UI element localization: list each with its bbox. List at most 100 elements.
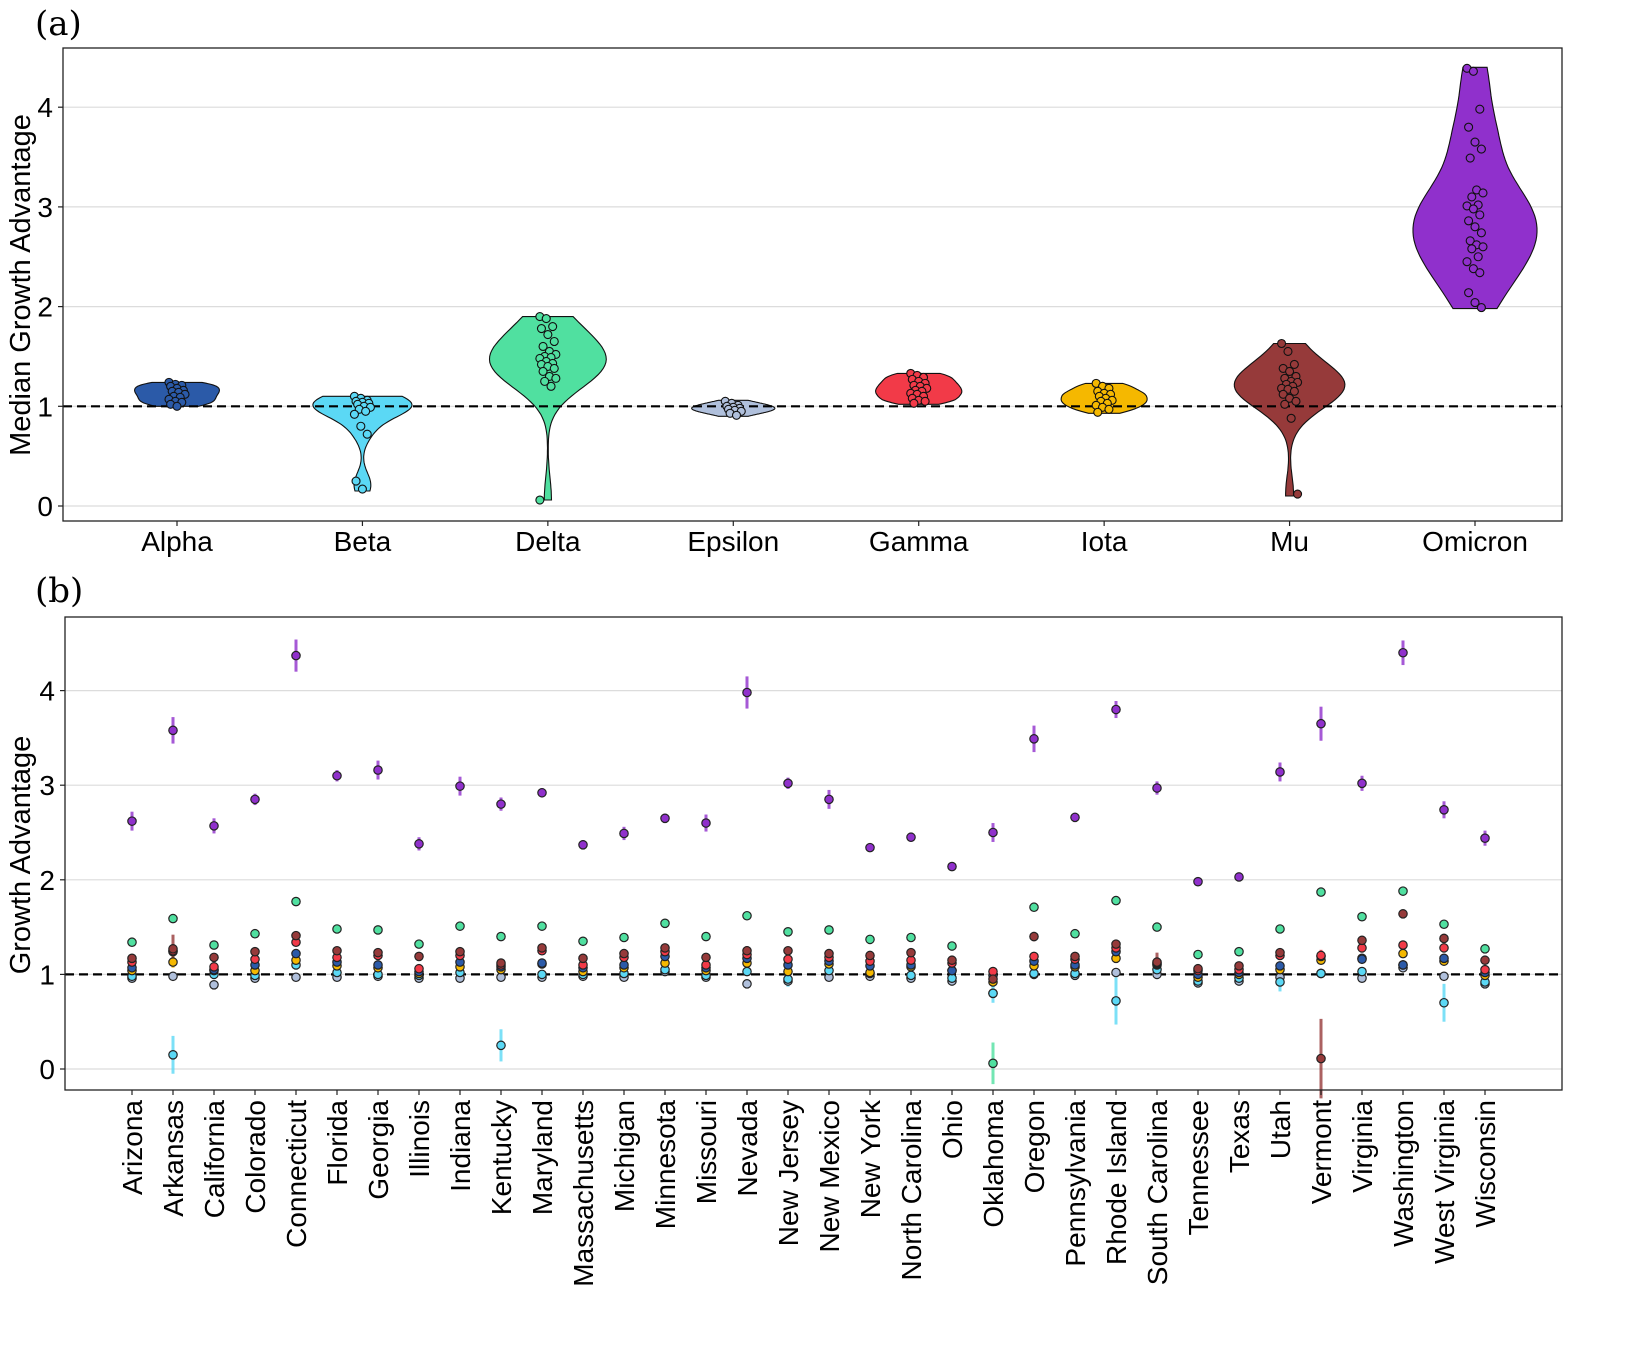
x-tick-label: Mu (1270, 526, 1309, 557)
point-delta (742, 910, 752, 921)
point-mu (742, 945, 752, 956)
point-mu (1234, 961, 1244, 971)
point-epsilon (731, 410, 742, 420)
point-omicron (1468, 264, 1478, 274)
x-tick-label: New York (855, 1099, 886, 1218)
point-beta (1439, 997, 1449, 1008)
x-tick-label: Minnesota (650, 1100, 681, 1230)
y-tick-label: 4 (37, 92, 53, 123)
point-omicron (1476, 303, 1486, 313)
point-delta (988, 1058, 998, 1069)
point-delta (1316, 887, 1326, 897)
point-delta (1111, 895, 1121, 906)
point-delta (701, 931, 711, 942)
point-mu (1277, 338, 1287, 349)
point-omicron (1464, 216, 1474, 226)
point-omicron (537, 787, 547, 798)
x-tick-label: Oregon (1019, 1100, 1050, 1193)
y-tick-label: 2 (39, 865, 55, 896)
point-gamma (1029, 951, 1039, 962)
point-omicron (1357, 778, 1367, 789)
y-tick-label: 1 (39, 959, 55, 990)
point-omicron (1468, 66, 1478, 76)
point-mu (578, 953, 588, 964)
x-tick-label: New Mexico (814, 1100, 845, 1252)
point-delta (1152, 922, 1162, 932)
point-gamma (909, 398, 919, 408)
point-beta (988, 988, 998, 999)
x-tick-label: Texas (1224, 1100, 1255, 1173)
point-omicron (1480, 833, 1490, 843)
point-mu (1286, 413, 1296, 423)
panel-a-y-ticks: 0 1 2 3 4 (37, 92, 63, 522)
point-iota (1104, 404, 1114, 414)
point-beta (356, 421, 366, 431)
point-mu (496, 958, 506, 968)
point-mu (127, 953, 137, 964)
x-tick-label: Epsilon (687, 526, 779, 557)
point-alpha (291, 948, 301, 959)
point-beta (1111, 996, 1121, 1006)
point-epsilon (742, 979, 752, 989)
point-mu (168, 944, 178, 954)
violin-delta (488, 316, 607, 501)
point-omicron (1478, 242, 1488, 252)
point-mu (865, 950, 875, 961)
point-delta (546, 381, 556, 391)
point-alpha (1439, 953, 1449, 964)
point-omicron (1111, 704, 1121, 715)
point-delta (548, 321, 558, 332)
x-tick-label: Missouri (691, 1100, 722, 1204)
point-delta (549, 336, 559, 347)
point-delta (660, 918, 670, 929)
x-tick-label: Oklahoma (978, 1100, 1009, 1228)
point-delta (209, 940, 219, 950)
point-mu (209, 952, 219, 963)
point-mu (1357, 935, 1367, 946)
x-tick-label: South Carolina (1142, 1100, 1173, 1286)
point-mu (1291, 396, 1301, 406)
point-mu (1316, 1053, 1326, 1064)
point-epsilon (209, 980, 219, 990)
point-delta (127, 937, 137, 948)
point-gamma (1398, 940, 1408, 950)
point-delta (619, 932, 629, 943)
point-omicron (1473, 252, 1483, 262)
point-delta (906, 932, 916, 943)
point-mu (947, 955, 957, 966)
panel-b-y-ticks: 0 1 2 3 4 (39, 676, 65, 1085)
point-omicron (1475, 268, 1485, 278)
panel-b: (b) 0 1 2 3 4 Arizona Arkansas California Color… (5, 571, 1563, 1287)
x-tick-label: Arizona (117, 1100, 148, 1195)
point-delta (538, 341, 548, 352)
point-mu (1285, 366, 1295, 376)
point-delta (947, 941, 957, 951)
point-beta (1357, 966, 1367, 977)
x-tick-label: California (199, 1100, 230, 1219)
point-alpha (537, 958, 547, 968)
x-tick-label: Arkansas (158, 1100, 189, 1217)
point-delta (291, 896, 301, 907)
point-gamma (1439, 943, 1449, 953)
point-delta (543, 329, 553, 340)
x-tick-label: West Virginia (1429, 1100, 1460, 1264)
panel-b-frame (64, 616, 1563, 1091)
x-tick-label: Alpha (141, 526, 213, 557)
point-mu (1111, 939, 1121, 949)
point-delta (865, 934, 875, 945)
point-omicron (1464, 288, 1474, 298)
point-mu (1152, 957, 1162, 967)
point-alpha (1398, 960, 1408, 970)
point-iota (1093, 407, 1103, 417)
point-omicron (660, 813, 670, 824)
point-omicron (824, 794, 834, 805)
point-mu (1070, 951, 1080, 962)
point-beta (906, 970, 916, 981)
point-omicron (1465, 153, 1475, 163)
point-omicron (291, 650, 301, 661)
point-omicron (414, 839, 424, 849)
point-omicron (619, 828, 629, 839)
point-alpha (1357, 954, 1367, 965)
point-beta (742, 966, 752, 977)
point-mu (824, 948, 834, 959)
